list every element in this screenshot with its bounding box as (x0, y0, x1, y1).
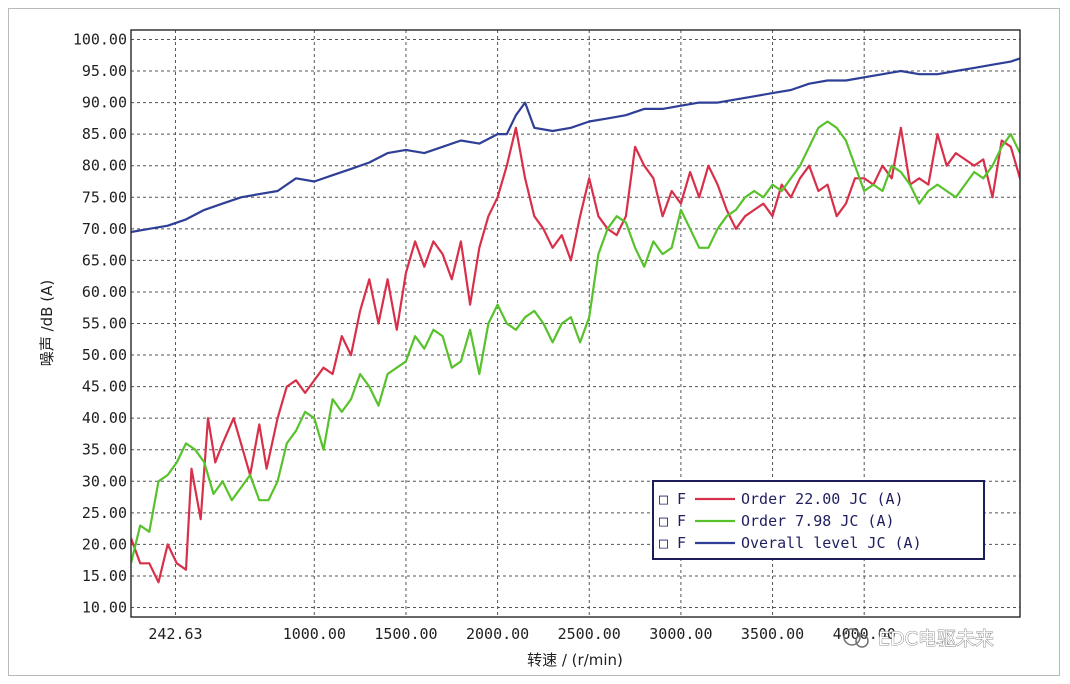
y-axis-ticks: 10.00 15.00 20.00 25.00 30.00 35.00 40.00 45.00… (73, 30, 127, 616)
y-tick-label: 85.00 (82, 125, 127, 143)
legend-marker: □ F (659, 512, 686, 530)
x-tick-label: 1500.00 (374, 625, 437, 643)
y-tick-label: 80.00 (82, 157, 127, 175)
y-axis-label: 噪声 /dB (A) (38, 280, 56, 366)
legend-marker: □ F (659, 490, 686, 508)
y-tick-label: 90.00 (82, 94, 127, 112)
x-tick-label: 242.63 (148, 625, 202, 643)
x-tick-label: 2500.00 (558, 625, 621, 643)
x-axis-label: 转速 / (r/min) (527, 651, 623, 669)
y-tick-label: 35.00 (82, 441, 127, 459)
x-tick-label: 1000.00 (283, 625, 346, 643)
y-tick-label: 20.00 (82, 535, 127, 553)
watermark-text: EDC电驱未来 (878, 628, 994, 650)
y-tick-label: 60.00 (82, 283, 127, 301)
legend-label: Order 7.98 JC (A) (741, 512, 895, 530)
legend: □ F Order 22.00 JC (A) □ F Order 7.98 JC (A… (653, 481, 984, 559)
legend-marker: □ F (659, 534, 686, 552)
x-tick-label: 3500.00 (741, 625, 804, 643)
y-tick-label: 30.00 (82, 472, 127, 490)
y-tick-label: 70.00 (82, 220, 127, 238)
y-tick-label: 50.00 (82, 346, 127, 364)
x-tick-label: 2000.00 (466, 625, 529, 643)
y-tick-label: 75.00 (82, 188, 127, 206)
y-tick-label: 55.00 (82, 315, 127, 333)
y-tick-label: 100.00 (73, 30, 127, 48)
legend-label: Order 22.00 JC (A) (741, 490, 904, 508)
y-tick-label: 10.00 (82, 599, 127, 617)
y-tick-label: 15.00 (82, 567, 127, 585)
y-tick-label: 40.00 (82, 409, 127, 427)
y-tick-label: 45.00 (82, 378, 127, 396)
y-tick-label: 65.00 (82, 251, 127, 269)
y-tick-label: 95.00 (82, 62, 127, 80)
x-axis-ticks: 242.63 1000.00 1500.00 2000.00 2500.00 3000.0… (148, 625, 895, 643)
x-tick-label: 3000.00 (649, 625, 712, 643)
y-tick-label: 25.00 (82, 504, 127, 522)
legend-label: Overall level JC (A) (741, 534, 922, 552)
